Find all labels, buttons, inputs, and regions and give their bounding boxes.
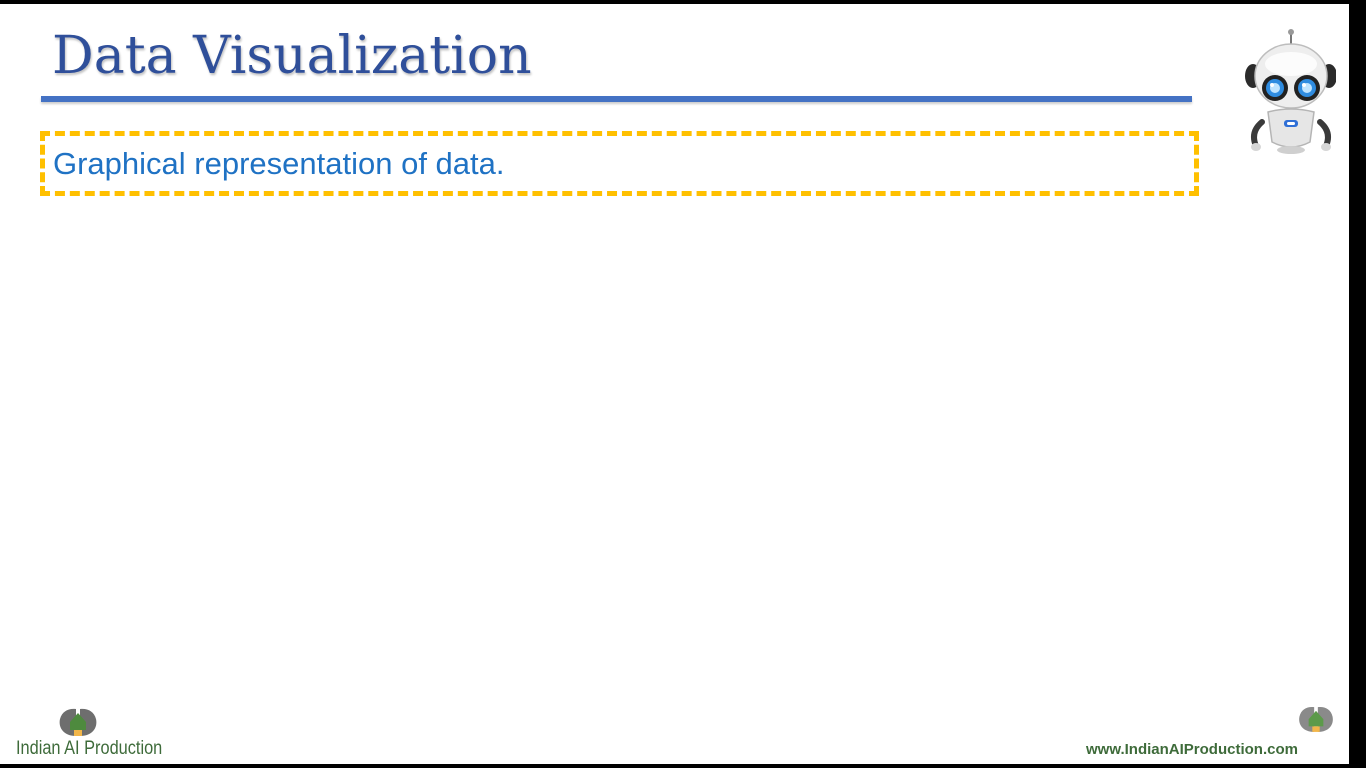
slide-title: Data Visualization: [52, 26, 532, 86]
website-url: www.IndianAIProduction.com: [1086, 741, 1298, 758]
head-logo-icon: [59, 708, 97, 736]
head-logo-icon: [1299, 706, 1333, 732]
slide: Data Visualization Graphical representat…: [0, 4, 1349, 764]
brand-logo: Indian AI Production: [14, 706, 184, 762]
definition-text: Graphical representation of data.: [53, 146, 505, 181]
robot-icon: [1245, 29, 1336, 154]
definition-callout: Graphical representation of data.: [40, 131, 1199, 196]
title-underline: [41, 96, 1192, 102]
brand-name: Indian AI Production: [16, 738, 163, 759]
